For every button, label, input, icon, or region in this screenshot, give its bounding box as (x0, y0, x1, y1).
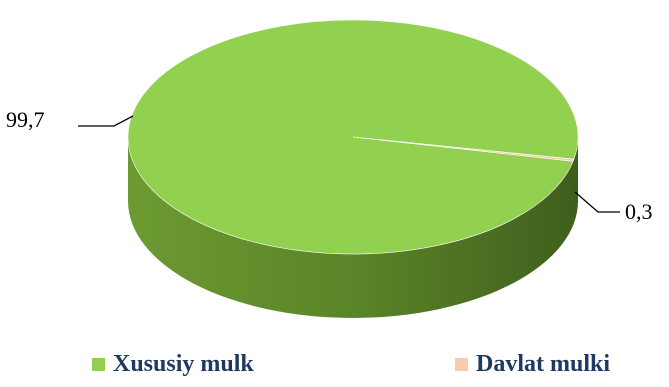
pie-side-face (128, 137, 578, 318)
pie-side-wall (128, 137, 578, 318)
legend-item-davlat-mulki: Davlat mulki (455, 351, 610, 378)
leader-line (78, 115, 134, 127)
pie-slice-davlat-mulki (352, 136, 575, 162)
data-label: 99,7 (6, 107, 45, 132)
leader-line (574, 191, 620, 213)
pie-chart: 99,7 0,3 (6, 19, 653, 318)
legend-label: Davlat mulki (476, 351, 611, 377)
legend-swatch-davlat-mulki (455, 358, 468, 371)
pie-slice-xususiy-mulk (127, 19, 579, 255)
data-label: 0,3 (625, 199, 653, 224)
leader-lines (78, 115, 620, 213)
legend-item-xususiy-mulk: Xususiy mulk (92, 351, 254, 378)
legend-label: Xususiy mulk (113, 351, 254, 377)
data-labels: 99,7 0,3 (6, 107, 653, 224)
pie-top-face (127, 19, 579, 255)
legend: Xususiy mulk Davlat mulki (0, 351, 669, 387)
legend-swatch-xususiy-mulk (92, 358, 105, 371)
